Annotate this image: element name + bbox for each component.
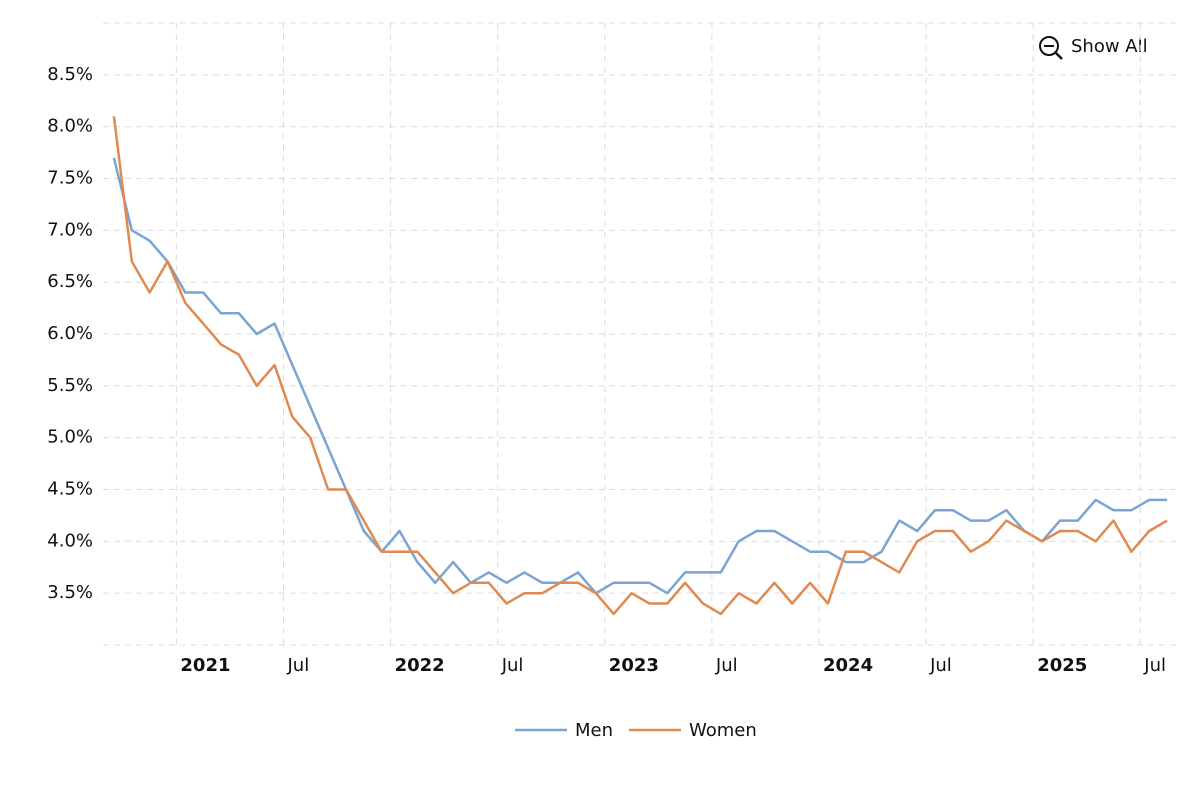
zoom-icon-handle	[1055, 52, 1063, 60]
zoom-icon	[1039, 36, 1059, 56]
line-series	[112, 116, 1168, 616]
grid	[103, 22, 1176, 646]
x-tick-label: Jul	[929, 655, 952, 676]
x-tick-label: Jul	[715, 655, 738, 676]
legend: Men Women	[515, 720, 757, 741]
y-tick-label: 8.0%	[47, 116, 93, 137]
x-tick-label: Jul	[287, 655, 310, 676]
y-tick-label: 4.5%	[47, 479, 93, 500]
x-tick-label: Jul	[1143, 655, 1166, 676]
x-tick-label: 2024	[823, 655, 873, 676]
x-tick-label: 2023	[609, 655, 659, 676]
y-tick-label: 7.5%	[47, 168, 93, 189]
y-tick-label: 6.5%	[47, 271, 93, 292]
y-tick-label: 5.5%	[47, 375, 93, 396]
y-tick-label: 4.0%	[47, 530, 93, 551]
x-tick-label: Jul	[501, 655, 524, 676]
y-tick-label: 7.0%	[47, 219, 93, 240]
x-tick-label: 2022	[395, 655, 445, 676]
x-tick-label: 2021	[180, 655, 230, 676]
legend-label: Women	[689, 720, 757, 741]
line-series	[112, 157, 1168, 595]
y-tick-label: 6.0%	[47, 323, 93, 344]
y-tick-label: 5.0%	[47, 427, 93, 448]
y-tick-label: 3.5%	[47, 582, 93, 603]
x-tick-label: 2025	[1037, 655, 1087, 676]
y-tick-label: 8.5%	[47, 64, 93, 85]
show-all-label[interactable]: Show All	[1071, 36, 1148, 57]
legend-label: Men	[575, 720, 613, 741]
show-all-button[interactable]: Show All	[1039, 36, 1148, 60]
